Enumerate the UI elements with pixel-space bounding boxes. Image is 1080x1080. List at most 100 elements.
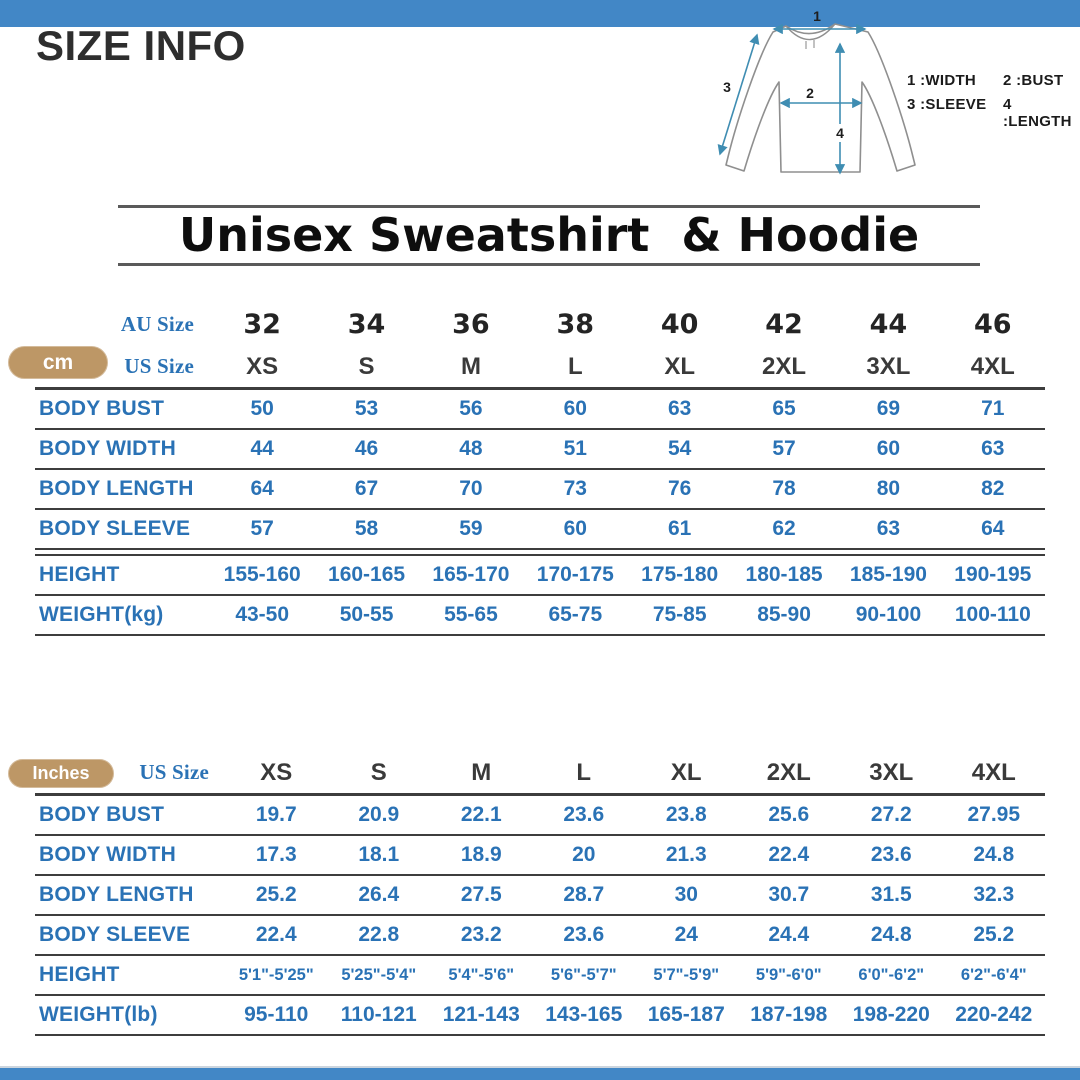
- legend-item-length: 4 :LENGTH: [1003, 96, 1072, 130]
- size-header-cell: 34: [347, 308, 386, 340]
- value-cell: 5'7"-5'9": [653, 965, 720, 984]
- table-section-divider: [35, 550, 1045, 556]
- size-header-cell: 38: [556, 308, 595, 340]
- value-cell: 185-190: [849, 563, 927, 586]
- value-cell: 170-175: [536, 563, 614, 586]
- value-cell: 82: [981, 477, 1005, 500]
- value-cell: 25.2: [973, 923, 1015, 946]
- us-size-row: US Size XS S M L XL 2XL 3XL 4XL: [35, 346, 1045, 390]
- value-cell: 220-242: [955, 1003, 1033, 1026]
- value-cell: 5'6"-5'7": [550, 965, 617, 984]
- value-cell: 63: [668, 397, 692, 420]
- value-cell: 64: [250, 477, 274, 500]
- value-cell: 67: [354, 477, 379, 500]
- value-cell: 23.2: [460, 923, 502, 946]
- value-cell: 60: [876, 437, 901, 460]
- value-cell: 60: [563, 517, 587, 540]
- size-header-cell: 42: [765, 308, 803, 340]
- sleeve-arrow: [717, 33, 760, 156]
- legend-item-sleeve: 3 :SLEEVE: [907, 96, 987, 113]
- value-cell: 58: [354, 517, 379, 540]
- value-cell: 121-143: [442, 1003, 520, 1026]
- size-table-inches: US Size XS S M L XL 2XL 3XL 4XL BODY BUST 19.7 20…: [35, 752, 1045, 1036]
- value-cell: 198-220: [852, 1003, 930, 1026]
- row-label: BODY WIDTH: [39, 843, 176, 866]
- value-cell: 22.4: [768, 843, 810, 866]
- value-cell: 78: [772, 477, 796, 500]
- value-cell: 32.3: [973, 883, 1015, 906]
- value-cell: 28.7: [563, 883, 605, 906]
- value-cell: 20: [572, 843, 596, 866]
- value-cell: 5'25"-5'4": [341, 965, 417, 984]
- value-cell: 54: [668, 437, 692, 460]
- size-table-cm: AU Size 32 34 36 38 40 42 44 46 US Size XS S M L XL…: [35, 302, 1045, 636]
- value-cell: 57: [250, 517, 274, 540]
- value-cell: 25.6: [768, 803, 810, 826]
- value-cell: 6'2"-6'4": [960, 965, 1027, 984]
- us-size-row: US Size XS S M L XL 2XL 3XL 4XL: [35, 752, 1045, 796]
- value-cell: 187-198: [750, 1003, 828, 1026]
- row-label: BODY SLEEVE: [39, 517, 191, 540]
- legend-item-bust: 2 :BUST: [1003, 72, 1064, 89]
- table-row: BODY WIDTH 44 46 48 51 54 57 60 63: [35, 430, 1045, 470]
- size-header-cell: S: [370, 758, 387, 786]
- value-cell: 24.8: [973, 843, 1015, 866]
- value-cell: 55-65: [444, 603, 498, 626]
- table-row: BODY BUST 19.7 20.9 22.1 23.6 23.8 25.6 27.2 27.…: [35, 796, 1045, 836]
- value-cell: 24.8: [870, 923, 912, 946]
- value-cell: 59: [459, 517, 483, 540]
- value-cell: 165-170: [432, 563, 510, 586]
- row-label: BODY BUST: [39, 397, 165, 420]
- row-label: WEIGHT(lb): [39, 1003, 158, 1026]
- size-header-cell: S: [358, 352, 375, 380]
- value-cell: 63: [876, 517, 901, 540]
- value-cell: 21.3: [665, 843, 707, 866]
- value-cell: 165-187: [647, 1003, 725, 1026]
- inches-table-body: BODY BUST 19.7 20.9 22.1 23.6 23.8 25.6 27.2 27.…: [35, 796, 1045, 1036]
- au-size-row: AU Size 32 34 36 38 40 42 44 46: [35, 302, 1045, 346]
- value-cell: 110-121: [340, 1003, 417, 1026]
- table-row: BODY SLEEVE 57 58 59 60 61 62 63 64: [35, 510, 1045, 550]
- value-cell: 57: [772, 437, 796, 460]
- value-cell: 23.6: [870, 843, 912, 866]
- size-header-cell: M: [460, 352, 481, 380]
- value-cell: 5'1"-5'25": [238, 965, 314, 984]
- value-cell: 22.1: [460, 803, 502, 826]
- size-header-cell: M: [471, 758, 492, 786]
- size-header-cell: XL: [670, 758, 702, 786]
- value-cell: 30: [674, 883, 698, 906]
- value-cell: 5'4"-5'6": [448, 965, 515, 984]
- sleeve-arrow-label: 3: [723, 79, 731, 95]
- value-cell: 20.9: [358, 803, 400, 826]
- value-cell: 24.4: [768, 923, 810, 946]
- row-label: BODY LENGTH: [39, 883, 194, 906]
- size-header-cell: L: [576, 758, 592, 786]
- value-cell: 50: [250, 397, 274, 420]
- table-row: BODY LENGTH 25.2 26.4 27.5 28.7 30 30.7 31.5 32.…: [35, 876, 1045, 916]
- value-cell: 80: [876, 477, 901, 500]
- top-accent-bar: [0, 0, 1080, 27]
- value-cell: 46: [354, 437, 379, 460]
- row-label: BODY LENGTH: [39, 477, 194, 500]
- size-header-cell: 3XL: [866, 352, 911, 380]
- value-cell: 31.5: [870, 883, 912, 906]
- value-cell: 61: [668, 517, 692, 540]
- size-header-cell: 44: [869, 308, 908, 340]
- value-cell: 17.3: [255, 843, 297, 866]
- value-cell: 73: [563, 477, 587, 500]
- value-cell: 76: [668, 477, 692, 500]
- value-cell: 143-165: [545, 1003, 623, 1026]
- value-cell: 23.6: [563, 803, 605, 826]
- value-cell: 155-160: [223, 563, 301, 586]
- value-cell: 95-110: [244, 1003, 309, 1026]
- value-cell: 69: [876, 397, 901, 420]
- collar-notch: [805, 40, 815, 49]
- inches-unit-badge: Inches: [8, 759, 114, 788]
- value-cell: 175-180: [641, 563, 719, 586]
- value-cell: 85-90: [757, 603, 811, 626]
- value-cell: 180-185: [745, 563, 823, 586]
- value-cell: 51: [563, 437, 587, 460]
- cm-table-body: BODY BUST 50 53 56 60 63 65 69 71 BODY WIDTH 44 46 4…: [35, 390, 1045, 636]
- table-row: BODY SLEEVE 22.4 22.8 23.2 23.6 24 24.4 24.8 25.…: [35, 916, 1045, 956]
